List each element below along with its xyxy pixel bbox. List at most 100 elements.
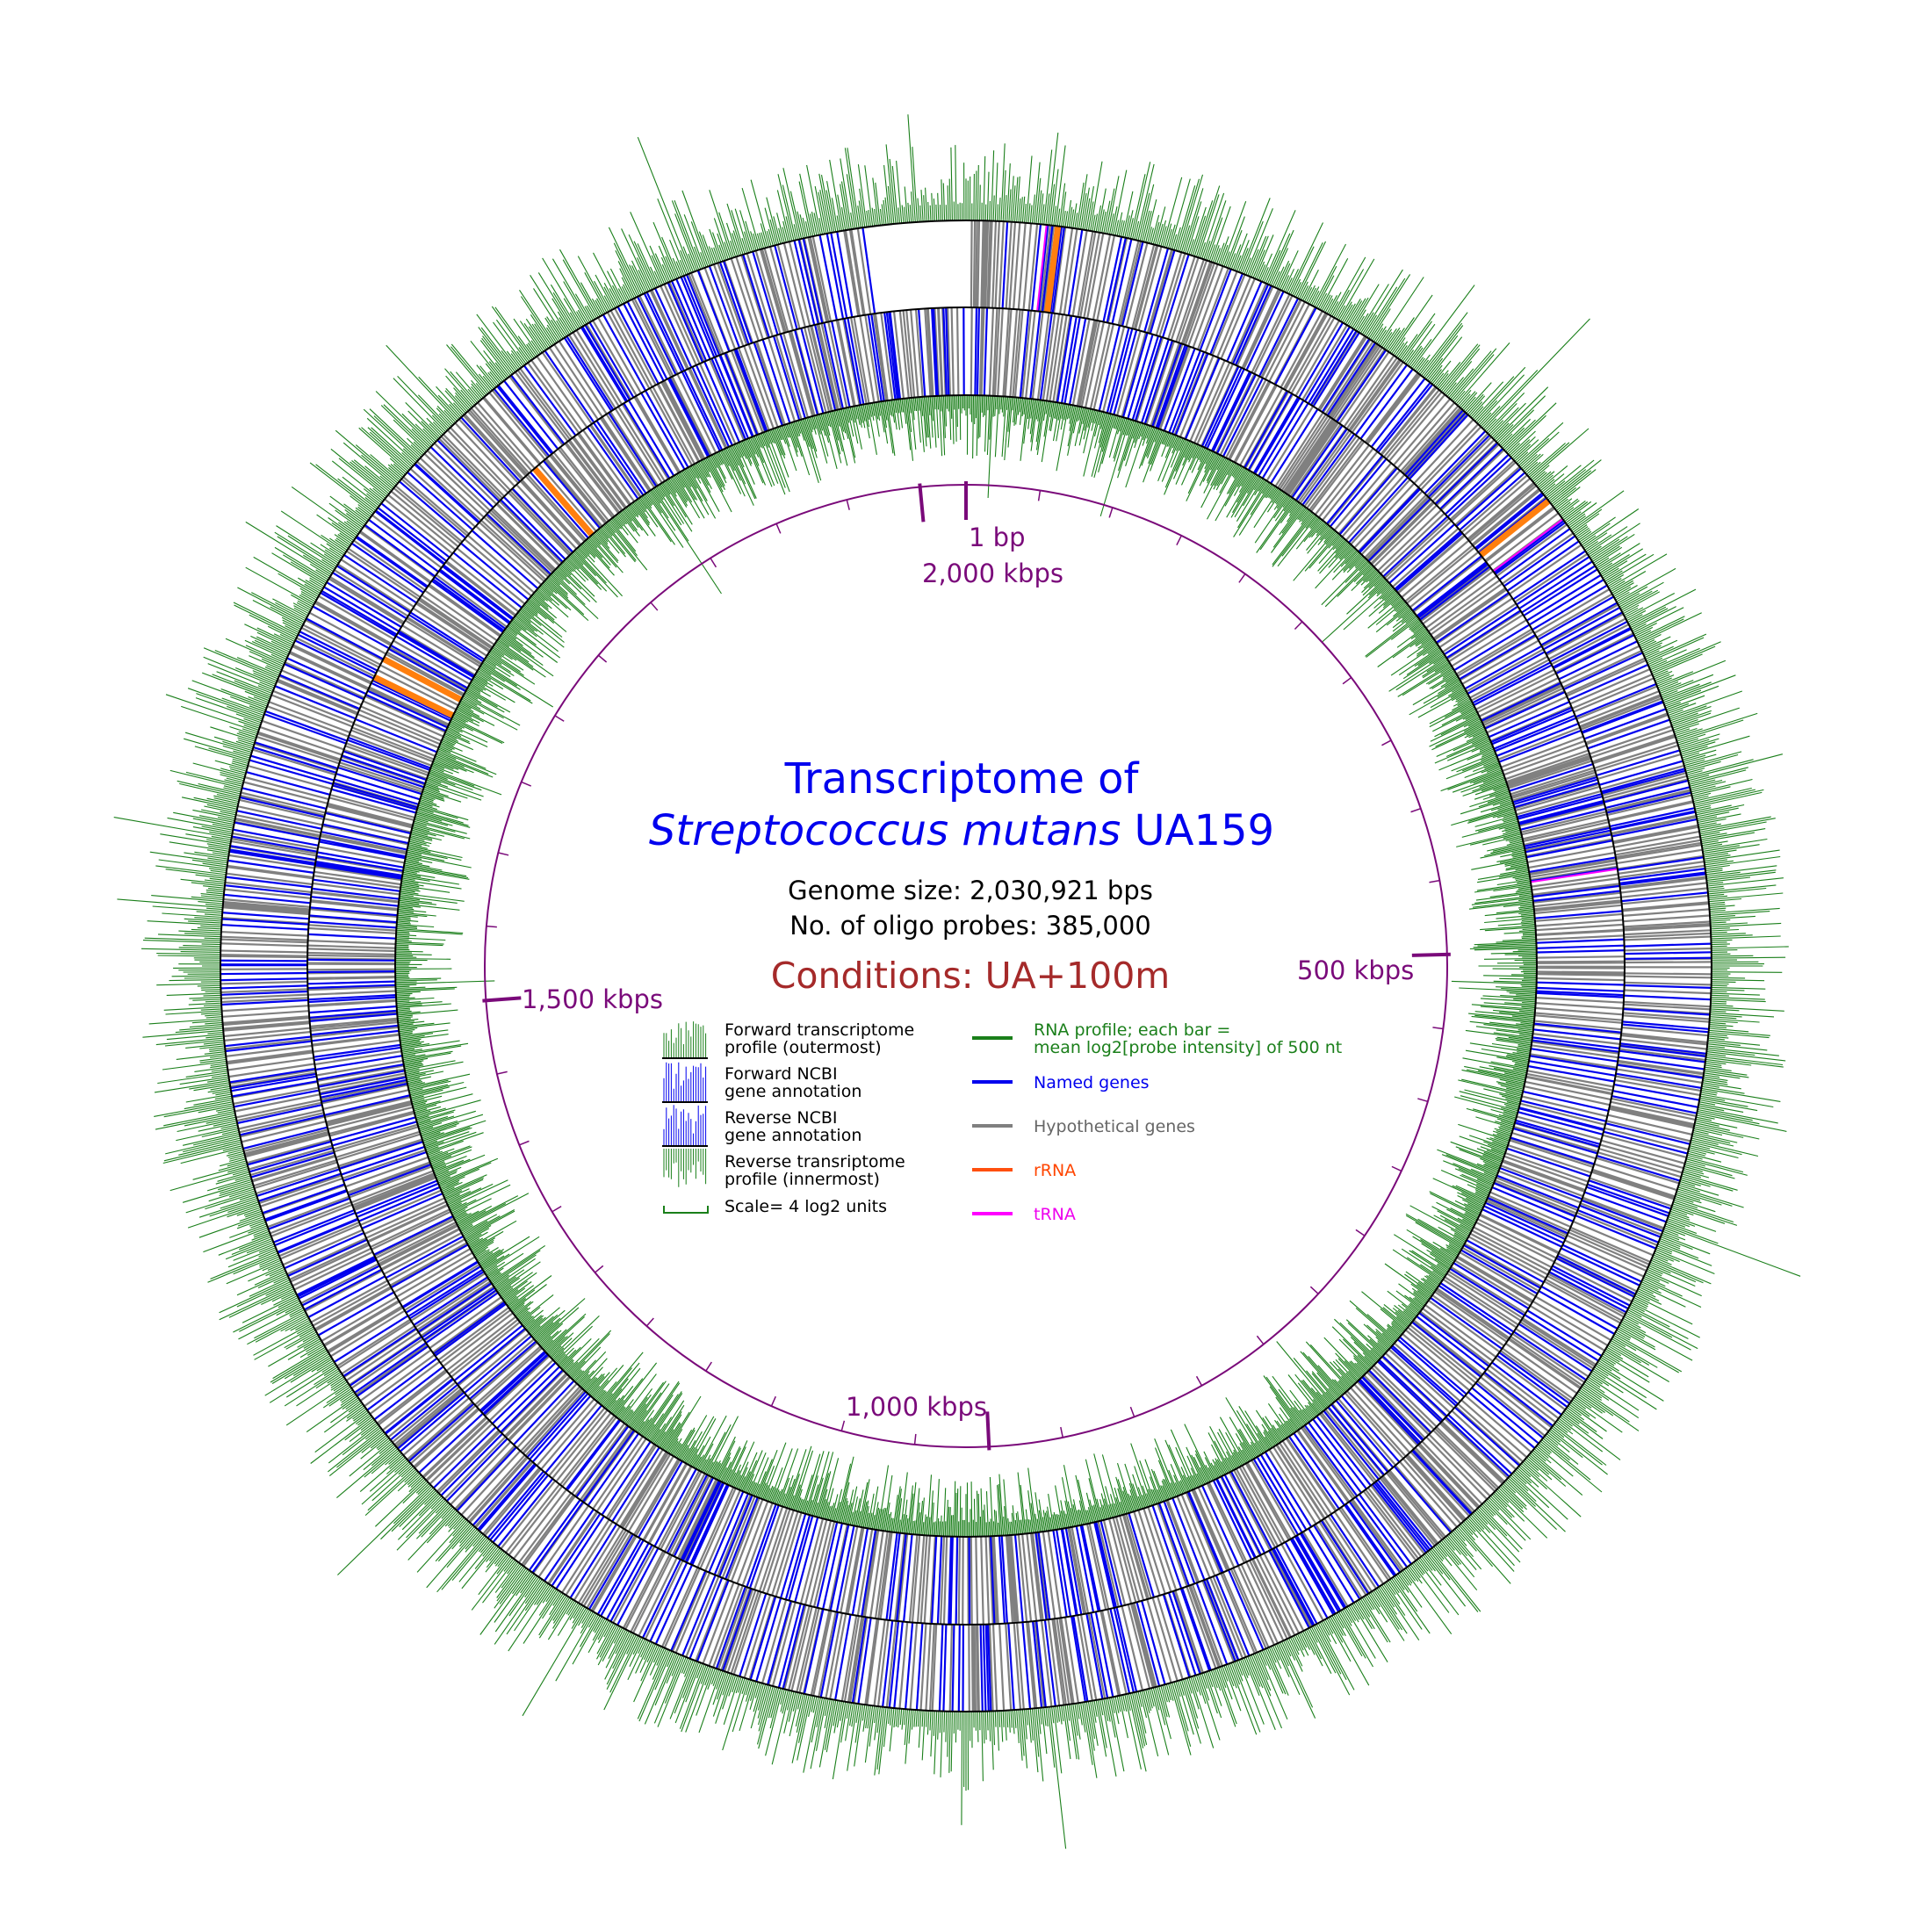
legend-hypothetical-genes: Hypothetical genes <box>1034 1117 1195 1136</box>
legend-trna: tRNA <box>1034 1205 1076 1224</box>
minor-tick <box>521 781 532 787</box>
forward-rrna <box>1044 226 1062 314</box>
minor-tick <box>710 558 717 568</box>
legend-rrna: rRNA <box>1034 1161 1076 1180</box>
minor-tick <box>1060 1426 1063 1438</box>
title-line-1: Transcriptome of <box>784 754 1140 804</box>
forward-hypothetical-genes <box>220 220 1712 1712</box>
legend-icon-scale-bracket <box>663 1206 709 1214</box>
legend-reverse-profile-line2: profile (innermost) <box>724 1170 880 1189</box>
minor-tick <box>1355 1229 1366 1236</box>
reverse-rrna <box>381 656 463 703</box>
inner-ring-border <box>394 394 1538 1538</box>
reverse-hypothetical-genes <box>306 306 1626 1626</box>
axis-label-end: 2,000 kbps <box>922 559 1063 588</box>
reverse-trna <box>1530 868 1618 883</box>
minor-tick <box>1195 1375 1203 1387</box>
minor-tick <box>1381 739 1392 746</box>
minor-tick <box>1309 1286 1319 1294</box>
outer-ring-border <box>220 220 1712 1712</box>
legend-forward-profile-line2: profile (outermost) <box>724 1038 882 1057</box>
minor-tick <box>1391 1165 1402 1172</box>
forward-trna <box>1492 518 1564 573</box>
legend-left: Forward transcriptome profile (outermost… <box>662 1020 914 1216</box>
legend-icon-reverse-profile <box>663 1149 707 1187</box>
minor-tick <box>554 715 565 722</box>
legend-right: RNA profile; each bar = mean log2[probe … <box>972 1020 1342 1224</box>
legend-rna-profile-line2: mean log2[probe intensity] of 500 nt <box>1034 1038 1342 1057</box>
reverse-rrna <box>531 466 595 537</box>
forward-gene-track <box>220 220 1712 1712</box>
forward-profile-bars <box>113 114 1801 1849</box>
axis-label-500kbps: 500 kbps <box>1297 955 1414 985</box>
axis-ticks <box>482 480 1451 1451</box>
reverse-profile-bars <box>394 394 1538 1538</box>
axis-label-1000kbps: 1,000 kbps <box>846 1392 987 1422</box>
minor-tick <box>705 1361 712 1372</box>
minor-tick <box>1037 490 1042 501</box>
reverse-transcriptome-profile <box>394 394 1538 1538</box>
minor-tick <box>1129 1406 1135 1417</box>
reverse-rrna <box>372 674 455 718</box>
minor-tick <box>1342 676 1352 685</box>
legend-icons <box>662 1021 709 1214</box>
ring-borders <box>220 220 1712 1712</box>
minor-tick <box>770 1395 776 1407</box>
legend-forward-profile-line1: Forward transcriptome <box>724 1020 914 1040</box>
minor-tick <box>551 1206 562 1213</box>
strain-name: UA159 <box>1134 806 1274 855</box>
axis-label-1500kbps: 1,500 kbps <box>522 984 663 1014</box>
legend-named-genes: Named genes <box>1034 1073 1150 1092</box>
major-tick <box>985 1411 991 1451</box>
minor-tick <box>645 1317 654 1327</box>
minor-tick <box>597 654 608 663</box>
legend-scale: Scale= 4 log2 units <box>724 1197 887 1216</box>
reverse-gene-track <box>306 306 1626 1626</box>
minor-tick <box>1417 1098 1429 1103</box>
minor-tick <box>1294 621 1303 631</box>
legend-icon-forward-genes <box>663 1062 707 1102</box>
minor-tick <box>1176 535 1182 546</box>
major-tick <box>482 996 522 1003</box>
minor-tick <box>498 852 509 856</box>
legend-reverse-gene-line2: gene annotation <box>724 1126 861 1145</box>
minor-tick <box>519 1140 530 1146</box>
minor-tick <box>1108 507 1114 518</box>
legend-icon-forward-profile <box>663 1021 707 1058</box>
minor-tick <box>1429 879 1440 883</box>
probe-count: No. of oligo probes: 385,000 <box>789 911 1150 941</box>
forward-trna <box>1036 224 1048 312</box>
legend-forward-gene-line2: gene annotation <box>724 1082 861 1101</box>
minor-tick <box>650 602 659 611</box>
species-name: Streptococcus mutans <box>649 806 1121 855</box>
minor-tick <box>1256 1335 1265 1345</box>
minor-tick <box>1432 1027 1444 1030</box>
legend-reverse-gene-line1: Reverse NCBI <box>724 1108 838 1128</box>
major-tick <box>918 483 926 523</box>
conditions-label: Conditions: UA+100m <box>771 955 1170 997</box>
minor-tick <box>1410 808 1422 813</box>
axis-label-start: 1 bp <box>969 523 1026 552</box>
forward-named-genes <box>220 221 1712 1712</box>
minor-tick <box>913 1433 917 1445</box>
minor-tick <box>840 1420 846 1431</box>
minor-tick <box>595 1265 604 1273</box>
forward-rrna <box>1478 498 1551 558</box>
legend-rna-profile-line1: RNA profile; each bar = <box>1034 1020 1230 1040</box>
strain-space <box>1121 806 1134 855</box>
title-line-2: Streptococcus mutans UA159 <box>649 806 1274 855</box>
coordinate-axis <box>482 480 1451 1451</box>
forward-transcriptome-profile <box>113 114 1801 1849</box>
legend-forward-gene-line1: Forward NCBI <box>724 1064 838 1084</box>
minor-tick <box>775 523 782 534</box>
title-block: Transcriptome of Streptococcus mutans UA… <box>649 754 1274 997</box>
minor-tick <box>1238 573 1246 583</box>
minor-tick <box>496 1071 508 1075</box>
legend-icon-reverse-genes <box>663 1105 707 1146</box>
minor-tick <box>486 925 497 928</box>
legend-reverse-profile-line1: Reverse transriptome <box>724 1152 905 1171</box>
reverse-named-genes <box>306 306 1625 1626</box>
minor-tick <box>846 499 850 510</box>
middle-ring-border <box>306 306 1626 1626</box>
